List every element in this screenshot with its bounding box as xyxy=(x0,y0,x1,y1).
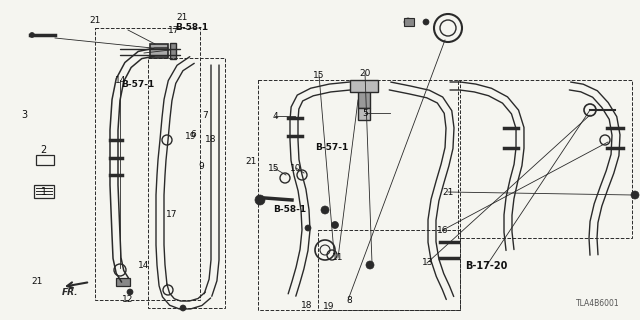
Text: 21: 21 xyxy=(177,13,188,22)
Circle shape xyxy=(321,206,329,214)
Bar xyxy=(95,28,200,300)
Text: 15: 15 xyxy=(268,164,280,172)
Text: B-57-1: B-57-1 xyxy=(121,80,154,89)
Text: 18: 18 xyxy=(301,301,313,310)
Circle shape xyxy=(366,261,374,269)
Text: 20: 20 xyxy=(359,69,371,78)
Bar xyxy=(150,44,168,58)
Text: 5: 5 xyxy=(362,109,367,118)
Text: 2: 2 xyxy=(40,145,47,156)
Bar xyxy=(148,58,225,308)
Text: 14: 14 xyxy=(138,261,150,270)
Bar xyxy=(36,155,54,165)
Circle shape xyxy=(305,225,311,231)
Circle shape xyxy=(127,289,133,295)
Text: B-17-20: B-17-20 xyxy=(465,260,508,271)
Circle shape xyxy=(255,195,265,205)
Circle shape xyxy=(332,221,339,228)
Bar xyxy=(116,278,130,286)
Text: 15: 15 xyxy=(313,71,324,80)
Text: 7: 7 xyxy=(202,111,207,120)
Bar xyxy=(350,80,378,92)
Circle shape xyxy=(404,18,412,26)
Circle shape xyxy=(631,191,639,199)
Text: 8: 8 xyxy=(346,296,351,305)
Text: 21: 21 xyxy=(245,157,257,166)
Text: 16: 16 xyxy=(437,226,449,235)
Text: 13: 13 xyxy=(422,258,433,267)
Text: 19: 19 xyxy=(185,132,196,140)
Circle shape xyxy=(29,33,35,37)
Text: 21: 21 xyxy=(89,16,100,25)
Bar xyxy=(458,80,632,238)
Text: B-58-1: B-58-1 xyxy=(175,23,209,32)
Text: 3: 3 xyxy=(21,110,28,120)
Text: 6: 6 xyxy=(191,130,196,139)
Bar xyxy=(358,108,370,120)
Bar xyxy=(170,43,176,59)
Bar xyxy=(258,80,460,310)
Circle shape xyxy=(423,19,429,25)
Text: 17: 17 xyxy=(166,210,177,219)
Text: 21: 21 xyxy=(31,277,43,286)
Bar xyxy=(34,185,54,198)
Text: FR.: FR. xyxy=(62,288,79,297)
Text: 4: 4 xyxy=(273,112,278,121)
Text: TLA4B6001: TLA4B6001 xyxy=(577,299,620,308)
Circle shape xyxy=(180,305,186,311)
Text: 9: 9 xyxy=(199,162,204,171)
Text: 14: 14 xyxy=(115,76,126,84)
Text: 17: 17 xyxy=(168,26,180,35)
Bar xyxy=(358,90,370,108)
Text: 11: 11 xyxy=(332,253,344,262)
Bar xyxy=(404,18,414,26)
Text: 1: 1 xyxy=(40,187,47,197)
Text: 19: 19 xyxy=(323,302,335,311)
Text: 21: 21 xyxy=(442,188,454,196)
Text: 12: 12 xyxy=(122,295,134,304)
Bar xyxy=(318,230,460,310)
Text: B-58-1: B-58-1 xyxy=(273,205,306,214)
Text: 18: 18 xyxy=(205,135,217,144)
Text: B-57-1: B-57-1 xyxy=(315,143,348,152)
Text: 10: 10 xyxy=(290,164,301,172)
